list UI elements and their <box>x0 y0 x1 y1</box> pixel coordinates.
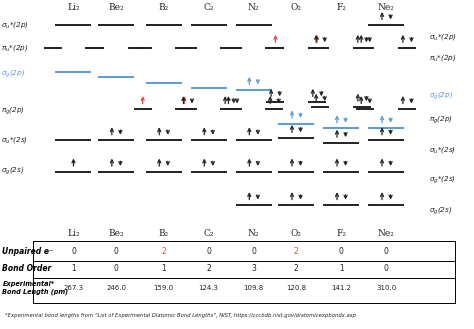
Text: $\sigma_g$*(2s): $\sigma_g$*(2s) <box>429 174 456 186</box>
Text: 246.0: 246.0 <box>106 285 126 291</box>
Text: $\sigma_g$(2p): $\sigma_g$(2p) <box>1 69 26 80</box>
Text: C₂: C₂ <box>203 229 214 238</box>
Text: B₂: B₂ <box>158 229 169 238</box>
Text: $\sigma_g$(2s): $\sigma_g$(2s) <box>1 166 25 177</box>
Text: 1: 1 <box>339 264 344 273</box>
Text: 0: 0 <box>114 246 118 256</box>
Text: 0: 0 <box>206 246 211 256</box>
Text: 1: 1 <box>161 264 166 273</box>
Text: 0: 0 <box>251 246 256 256</box>
Text: O₂: O₂ <box>291 229 302 238</box>
Text: Li₂: Li₂ <box>67 229 80 238</box>
Text: *Experimental bond lengths from “List of Experimental Diatomic Bond Lengths”, NI: *Experimental bond lengths from “List of… <box>5 313 356 318</box>
Text: 2: 2 <box>206 264 211 273</box>
Text: 109.8: 109.8 <box>244 285 264 291</box>
Text: $\pi_u$*(2p): $\pi_u$*(2p) <box>1 43 29 53</box>
Text: 0: 0 <box>384 246 389 256</box>
Text: $\pi_u$*(2p): $\pi_u$*(2p) <box>429 53 456 63</box>
Text: C₂: C₂ <box>203 3 214 12</box>
Text: $\sigma_u$*(2p): $\sigma_u$*(2p) <box>429 32 457 42</box>
Text: Experimental*
Bond Length (pm): Experimental* Bond Length (pm) <box>2 281 69 295</box>
Text: Ne₂: Ne₂ <box>378 3 395 12</box>
Text: 2: 2 <box>161 246 166 256</box>
Text: N₂: N₂ <box>248 3 259 12</box>
Text: 0: 0 <box>71 246 76 256</box>
Text: 124.3: 124.3 <box>199 285 219 291</box>
Text: 120.8: 120.8 <box>286 285 306 291</box>
Text: F₂: F₂ <box>336 3 346 12</box>
Text: Unpaired e⁻: Unpaired e⁻ <box>2 246 54 256</box>
Text: O₂: O₂ <box>291 3 302 12</box>
Text: $\sigma_g$(2p): $\sigma_g$(2p) <box>429 90 453 102</box>
Text: Be₂: Be₂ <box>109 229 124 238</box>
Text: 141.2: 141.2 <box>331 285 351 291</box>
Text: $\sigma_u$*(2p): $\sigma_u$*(2p) <box>1 20 29 30</box>
Text: 0: 0 <box>384 264 389 273</box>
Text: $\sigma_u$*(2s): $\sigma_u$*(2s) <box>429 145 456 155</box>
Text: Li₂: Li₂ <box>67 3 80 12</box>
Text: $\pi_g$(2p): $\pi_g$(2p) <box>429 114 453 126</box>
Text: 2: 2 <box>294 246 299 256</box>
Text: 267.3: 267.3 <box>64 285 83 291</box>
Text: 159.0: 159.0 <box>154 285 173 291</box>
Text: $\pi_g$(2p): $\pi_g$(2p) <box>1 106 25 117</box>
Text: Be₂: Be₂ <box>109 3 124 12</box>
Text: $\sigma_u$*(2s): $\sigma_u$*(2s) <box>1 136 28 145</box>
Text: 0: 0 <box>339 246 344 256</box>
Text: 0: 0 <box>114 264 118 273</box>
Text: 310.0: 310.0 <box>376 285 396 291</box>
Text: 2: 2 <box>294 264 299 273</box>
Text: N₂: N₂ <box>248 229 259 238</box>
Text: 3: 3 <box>251 264 256 273</box>
Text: F₂: F₂ <box>336 229 346 238</box>
Text: 1: 1 <box>71 264 76 273</box>
Text: Ne₂: Ne₂ <box>378 229 395 238</box>
Text: Bond Order: Bond Order <box>2 264 52 273</box>
Text: B₂: B₂ <box>158 3 169 12</box>
Text: $\sigma_g$(2s): $\sigma_g$(2s) <box>429 206 452 217</box>
